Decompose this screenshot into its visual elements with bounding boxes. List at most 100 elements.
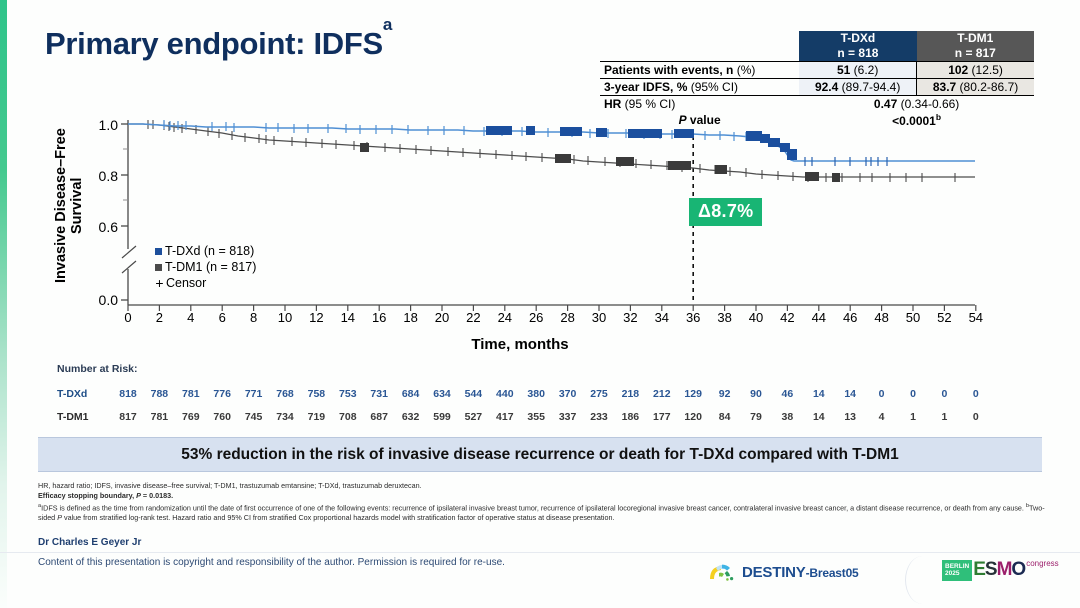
series-tdxd-curve — [128, 123, 975, 162]
header-tdm1-n: n = 817 — [954, 46, 996, 60]
x-tick-28: 28 — [560, 310, 575, 325]
legend-item-censor: + Censor — [155, 275, 256, 291]
x-tick-10: 10 — [277, 310, 293, 325]
risk-value-t-dm1-11: 527 — [464, 411, 483, 423]
risk-value-t-dxd-19: 92 — [718, 388, 731, 400]
destiny-breast05-logo: DESTINY-Breast05 — [708, 562, 859, 582]
logo-divider — [905, 556, 940, 604]
risk-row-label-tdxd: T-DXd — [57, 388, 88, 400]
risk-value-t-dxd-9: 684 — [401, 388, 420, 400]
table-row: P value <0.0001b — [600, 112, 1034, 128]
risk-value-t-dxd-27: 0 — [972, 388, 979, 400]
x-tick-54: 54 — [968, 310, 984, 325]
cell-idfs-tdxd: 92.4 (89.7-94.4) — [799, 78, 917, 96]
footnotes-block: HR, hazard ratio; IDFS, invasive disease… — [38, 481, 1046, 523]
page-title: Primary endpoint: IDFSa — [45, 15, 392, 62]
x-tick-42: 42 — [780, 310, 795, 325]
row-label-idfs: 3-year IDFS, % (95% CI) — [600, 78, 800, 96]
axis-break-mark-bottom — [121, 260, 137, 274]
risk-value-t-dm1-14: 337 — [558, 411, 577, 423]
x-tick-40: 40 — [748, 310, 764, 325]
risk-value-t-dxd-7: 753 — [339, 388, 357, 400]
risk-value-t-dxd-2: 781 — [182, 388, 200, 400]
risk-value-t-dxd-24: 0 — [878, 388, 885, 400]
x-tick-12: 12 — [309, 310, 324, 325]
y-tick-1.0: 1.0 — [98, 117, 118, 133]
risk-value-t-dm1-0: 817 — [119, 411, 137, 423]
risk-value-t-dm1-22: 14 — [812, 411, 825, 423]
risk-value-t-dxd-25: 0 — [910, 388, 916, 400]
risk-value-t-dxd-23: 14 — [844, 388, 857, 400]
x-tick-30: 30 — [591, 310, 607, 325]
risk-value-t-dm1-6: 719 — [307, 411, 326, 423]
page-title-text: Primary endpoint: IDFS — [45, 26, 383, 61]
footer-divider — [0, 552, 1080, 553]
risk-value-t-dm1-8: 687 — [370, 411, 388, 423]
risk-value-t-dxd-22: 14 — [812, 388, 825, 400]
risk-value-t-dxd-1: 788 — [150, 388, 169, 400]
risk-value-t-dm1-1: 781 — [150, 411, 169, 423]
legend-swatch-tdxd-icon — [155, 247, 162, 255]
table-header-tdm1: T-DM1 n = 817 — [916, 31, 1034, 62]
plot-svg — [121, 120, 977, 311]
risk-value-t-dm1-9: 632 — [401, 411, 420, 423]
risk-value-t-dm1-5: 734 — [276, 411, 294, 423]
number-at-risk-title: Number at Risk: — [57, 363, 138, 375]
x-tick-6: 6 — [218, 310, 226, 325]
x-tick-38: 38 — [717, 310, 732, 325]
risk-value-t-dm1-27: 0 — [972, 411, 979, 423]
legend-item-tdm1: T-DM1 (n = 817) — [155, 259, 256, 275]
series-tdm1-censors — [147, 120, 956, 182]
left-accent-bar — [0, 0, 7, 608]
legend-plus-icon: + — [155, 275, 164, 291]
km-plot: Invasive Disease–Free Survival 1.0 0.8 0… — [53, 98, 1000, 353]
x-tick-8: 8 — [249, 310, 258, 325]
row-label-pvalue: P value — [678, 113, 721, 127]
axis-break-mark-top — [121, 245, 137, 259]
x-tick-2: 2 — [155, 310, 163, 325]
x-tick-46: 46 — [842, 310, 858, 325]
risk-value-t-dm1-18: 120 — [684, 411, 702, 423]
page-title-superscript: a — [382, 14, 393, 34]
risk-value-t-dm1-4: 745 — [244, 411, 263, 423]
table-header-tdxd: T-DXd n = 818 — [799, 31, 917, 62]
cell-events-tdm1: 102 (12.5) — [916, 61, 1034, 79]
esmo-letter-o: O — [1011, 559, 1026, 580]
x-axis-ticks — [127, 305, 977, 311]
key-message-banner: 53% reduction in the risk of invasive di… — [38, 437, 1042, 472]
legend-item-tdxd: T-DXd (n = 818) — [155, 243, 256, 259]
series-tdm1-censor-clusters — [360, 143, 840, 182]
x-tick-52: 52 — [937, 310, 952, 325]
risk-value-t-dxd-21: 46 — [781, 388, 794, 400]
destiny-fan-icon — [710, 564, 734, 581]
table-header-row: T-DXd n = 818 T-DM1 n = 817 — [600, 31, 1034, 62]
risk-value-t-dm1-13: 355 — [527, 411, 545, 423]
risk-value-t-dm1-21: 38 — [781, 411, 794, 423]
risk-value-t-dm1-24: 4 — [878, 411, 885, 423]
row-label-hr: HR (95 % CI) — [604, 97, 676, 111]
esmo-congress-logo: BERLIN 2025 E S M O congress — [942, 559, 1059, 581]
x-tick-14: 14 — [340, 310, 356, 325]
esmo-letter-m: M — [996, 559, 1013, 580]
risk-value-t-dxd-6: 758 — [307, 388, 326, 400]
risk-value-t-dxd-20: 90 — [750, 388, 762, 400]
table-row: HR (95 % CI) 0.47 (0.34-0.66) — [600, 96, 1034, 113]
x-tick-20: 20 — [434, 310, 450, 325]
x-tick-18: 18 — [403, 310, 418, 325]
x-tick-48: 48 — [874, 310, 889, 325]
risk-value-t-dm1-16: 186 — [621, 411, 640, 423]
risk-value-t-dxd-16: 218 — [621, 388, 640, 400]
x-tick-32: 32 — [623, 310, 638, 325]
x-tick-44: 44 — [811, 310, 827, 325]
risk-value-t-dm1-12: 417 — [496, 411, 514, 423]
risk-value-t-dxd-12: 440 — [496, 388, 514, 400]
x-tick-16: 16 — [371, 310, 387, 325]
legend-label-tdm1: T-DM1 (n = 817) — [165, 260, 257, 274]
cell-events-tdxd: 51 (6.2) — [799, 61, 917, 79]
y-tick-0.6: 0.6 — [98, 219, 118, 235]
header-tdm1-name: T-DM1 — [957, 31, 994, 45]
legend-label-censor: Censor — [166, 276, 207, 290]
risk-value-t-dm1-25: 1 — [910, 411, 916, 423]
x-tick-0: 0 — [124, 310, 132, 325]
x-tick-36: 36 — [685, 310, 701, 325]
